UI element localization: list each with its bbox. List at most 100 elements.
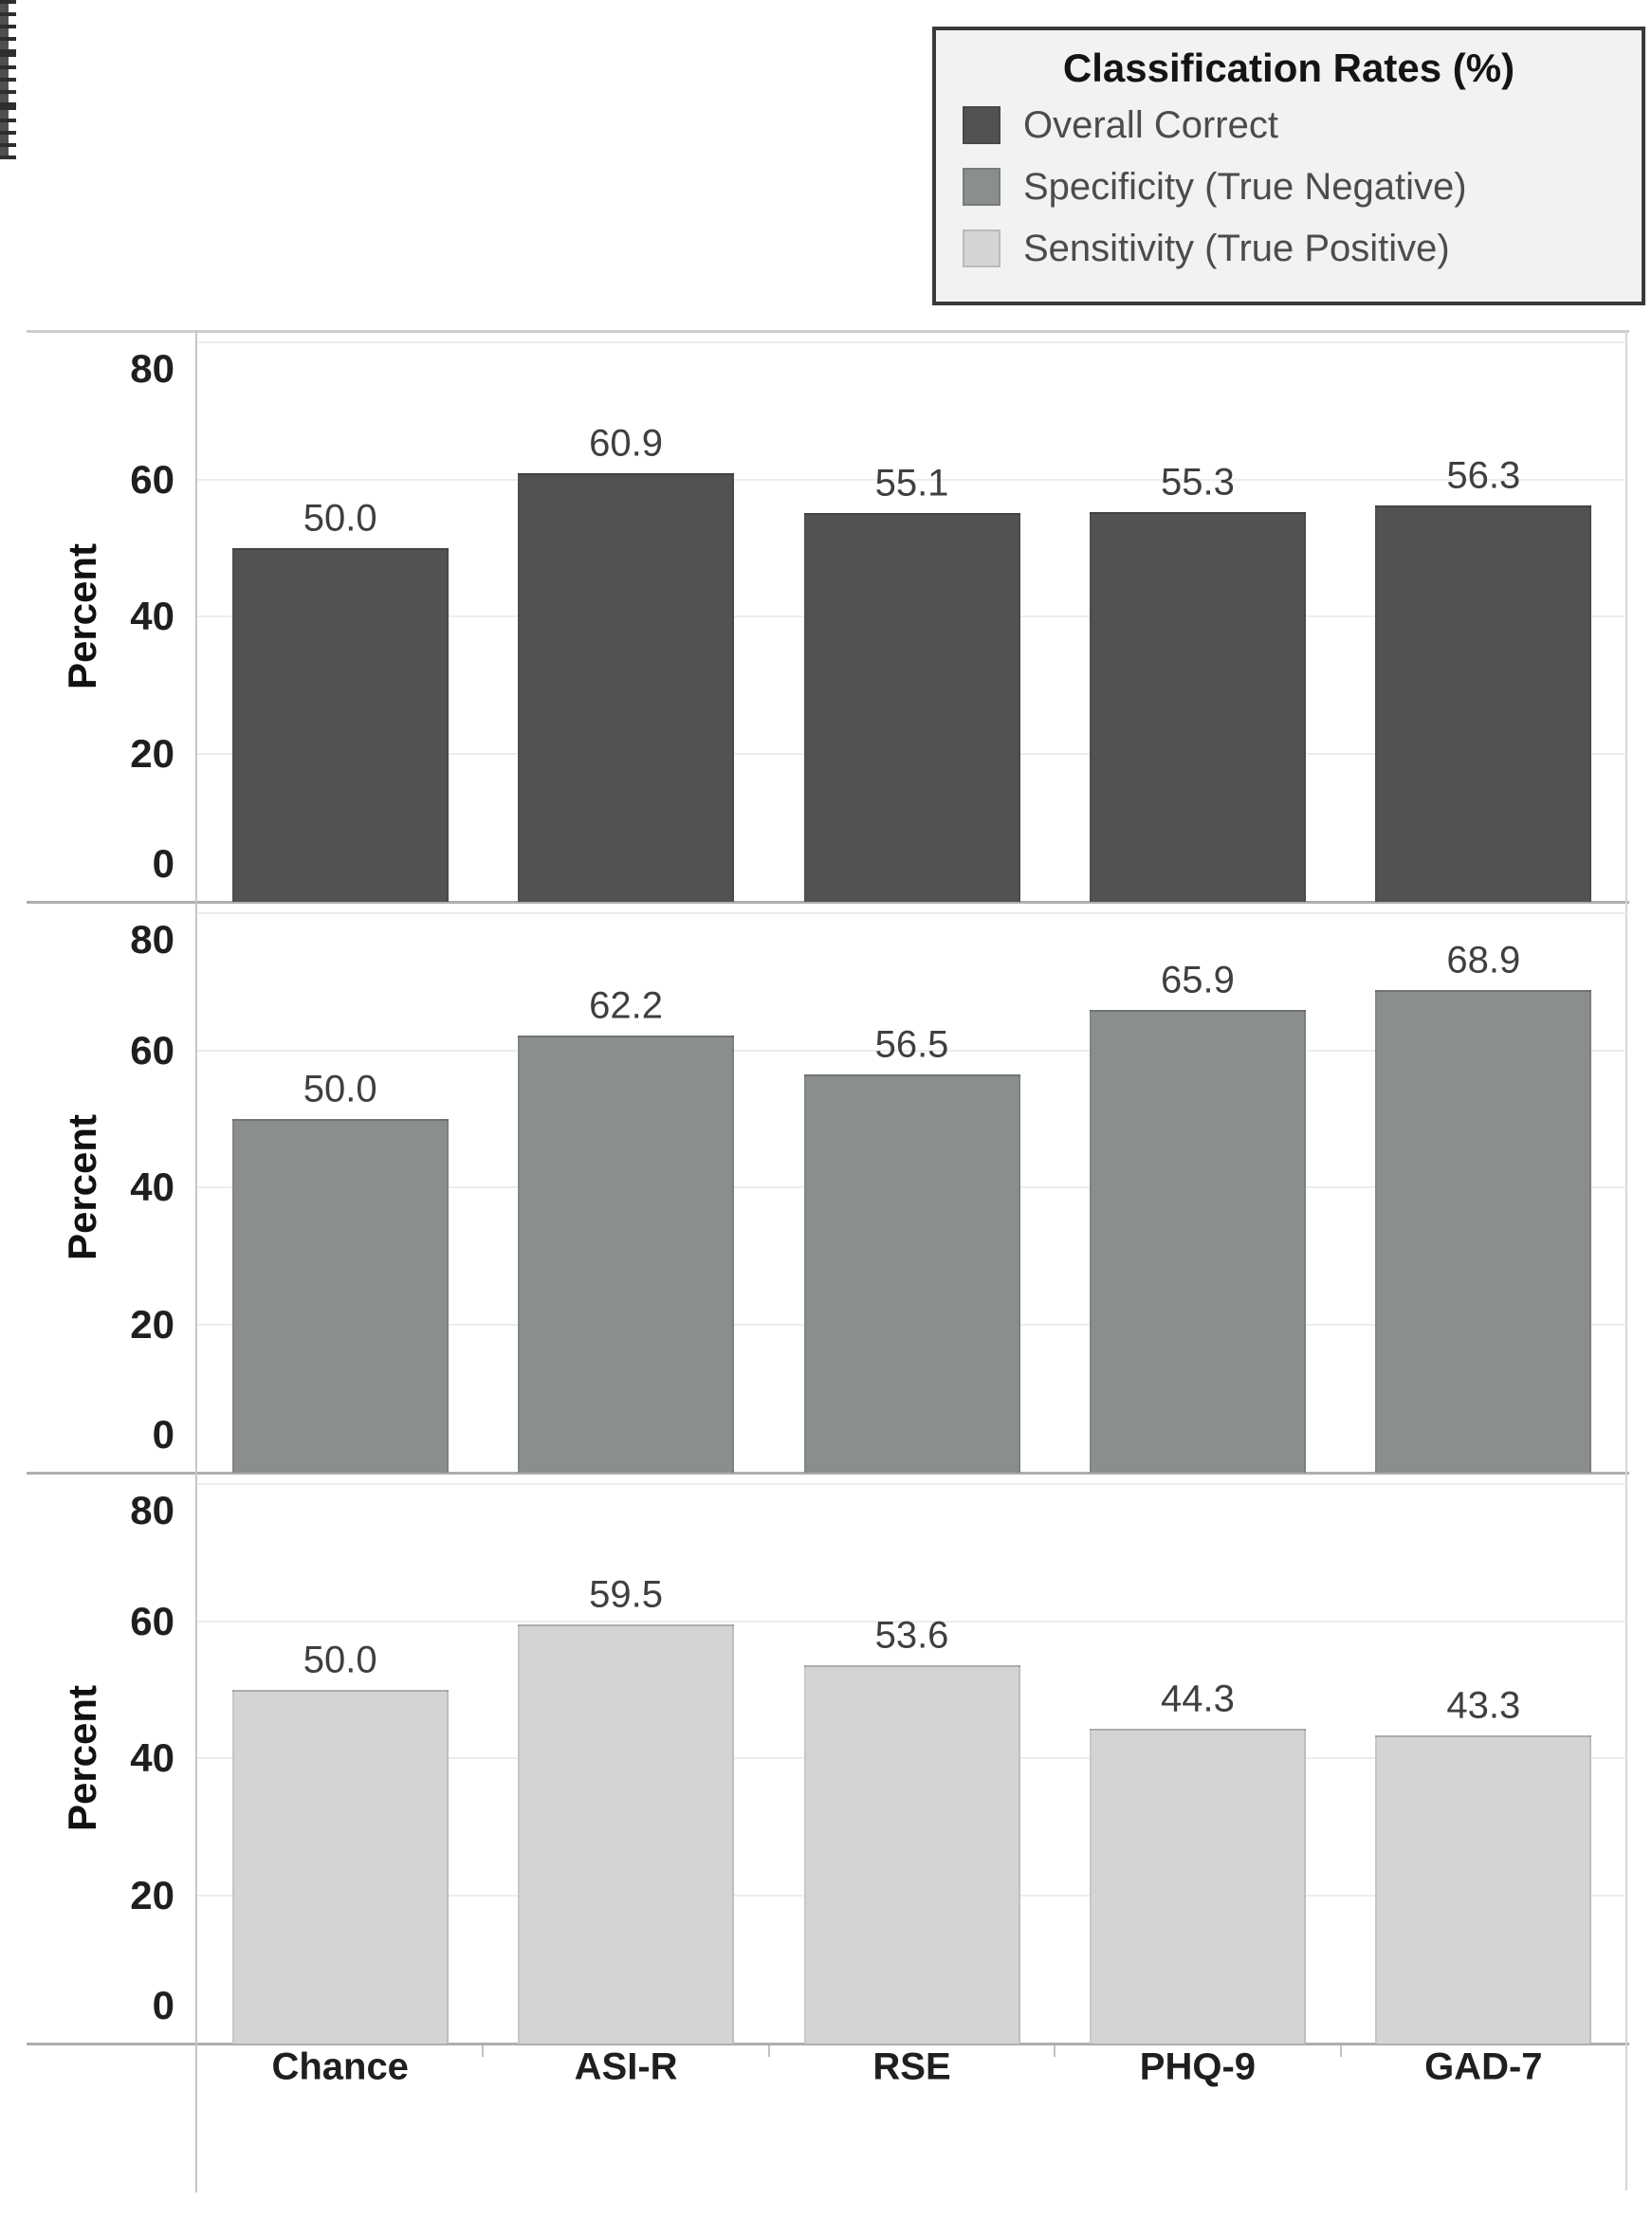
y-minor-tick [0, 34, 9, 37]
y-major-tick [0, 143, 16, 147]
y-minor-tick [0, 16, 9, 19]
y-minor-tick [0, 9, 9, 12]
legend-swatch-specificity-true-negative [963, 168, 1000, 206]
y-minor-tick [0, 7, 9, 9]
panel-overall-correct: 50.0 60.9 55.1 55.3 56.3 0 20 40 60 80 Percent [0, 0, 1652, 902]
bar-gad-7 [1375, 989, 1592, 1473]
y-minor-tick [0, 87, 9, 90]
y-major-tick [0, 49, 16, 53]
panel-separator [27, 2043, 1629, 2045]
y-minor-tick [0, 22, 9, 25]
y-tick-label: 80 [130, 346, 174, 391]
y-minor-tick [0, 60, 9, 63]
y-major-tick [0, 37, 16, 41]
y-tick-label: 80 [130, 917, 174, 962]
y-minor-tick [0, 75, 9, 78]
x-axis-label-phq-9: PHQ-9 [1139, 2045, 1257, 2088]
y-tick-label: 40 [130, 1735, 174, 1781]
legend-item-sensitivity-true-positive: Sensitivity (True Positive) [936, 218, 1642, 279]
bar-chance [231, 548, 449, 902]
y-major-tick [0, 131, 16, 135]
y-major-tick [0, 106, 16, 110]
gridline [197, 1483, 1626, 1486]
x-axis-tick [767, 2045, 770, 2057]
bar-value-label: 62.2 [589, 984, 664, 1027]
y-minor-tick [0, 100, 9, 102]
bar-asi-r [518, 1624, 735, 2044]
y-axis-title: Percent [60, 1113, 104, 1261]
y-minor-tick [0, 97, 9, 100]
y-minor-tick [0, 44, 9, 46]
y-minor-tick [0, 122, 9, 125]
y-major-tick [0, 0, 16, 4]
bar-rse [803, 1665, 1020, 2044]
y-major-tick [0, 53, 16, 57]
bar-phq-9 [1089, 1729, 1306, 2044]
panel-sensitivity-true-positive: 50.0 59.5 53.6 44.3 43.3 0 20 40 60 80 Percent [0, 106, 1652, 2044]
y-major-tick [0, 102, 16, 106]
legend-title: Classification Rates (%) [1062, 46, 1515, 90]
y-minor-tick [0, 94, 9, 97]
y-axis-line [195, 331, 197, 2192]
y-minor-tick [0, 31, 9, 34]
legend-item-label: Specificity (True Negative) [1023, 166, 1467, 208]
bar-gad-7 [1375, 504, 1592, 902]
y-minor-tick [0, 147, 9, 150]
legend-swatch-overall-correct [963, 106, 1000, 144]
bar-rse [803, 1074, 1020, 1473]
y-tick-label: 60 [130, 1027, 174, 1073]
x-axis-label-chance: Chance [271, 2045, 409, 2088]
legend-swatch-sensitivity-true-positive [963, 229, 1000, 267]
legend: Classification Rates (%) Overall Correct… [932, 27, 1645, 305]
legend-item-specificity-true-negative: Specificity (True Negative) [936, 156, 1642, 217]
gridline [197, 1620, 1626, 1623]
y-tick-label: 20 [130, 1872, 174, 1917]
y-minor-tick [0, 110, 9, 113]
legend-item-label: Overall Correct [1023, 104, 1278, 146]
y-tick-label: 20 [130, 730, 174, 776]
bar-asi-r [518, 1035, 735, 1473]
x-axis-tick [1339, 2045, 1342, 2057]
legend-item-overall-correct: Overall Correct [936, 95, 1642, 156]
y-major-tick [0, 119, 16, 122]
y-tick-label: 20 [130, 1301, 174, 1347]
y-tick-label: 0 [152, 841, 174, 886]
y-minor-tick [0, 46, 9, 49]
bar-chance [231, 1690, 449, 2044]
y-axis-title: Percent [60, 542, 104, 690]
y-tick-label: 0 [152, 1983, 174, 2027]
y-major-tick [0, 65, 16, 69]
y-minor-tick [0, 63, 9, 65]
panel-specificity-true-negative: 50.0 62.2 56.5 65.9 68.9 0 20 40 60 80 Percent [0, 53, 1652, 1473]
y-tick-label: 40 [130, 594, 174, 639]
y-minor-tick [0, 82, 9, 84]
legend-item-label: Sensitivity (True Positive) [1023, 228, 1450, 269]
y-minor-tick [0, 128, 9, 131]
y-major-tick [0, 78, 16, 82]
pane-right-border [1625, 331, 1627, 2191]
x-axis-label-asi-r: ASI-R [574, 2045, 678, 2088]
bar-value-label: 43.3 [1446, 1684, 1521, 1727]
bar-chance [231, 1119, 449, 1473]
bar-value-label: 55.1 [874, 462, 949, 504]
y-minor-tick [0, 125, 9, 128]
bar-value-label: 68.9 [1446, 939, 1521, 981]
y-tick-label: 40 [130, 1165, 174, 1210]
y-minor-tick [0, 135, 9, 138]
y-tick-label: 80 [130, 1488, 174, 1532]
y-minor-tick [0, 116, 9, 119]
bar-value-label: 50.0 [303, 1068, 377, 1110]
bar-value-label: 65.9 [1160, 959, 1235, 1001]
bar-rse [803, 513, 1020, 902]
x-axis-label-rse: RSE [872, 2045, 951, 2088]
y-minor-tick [0, 41, 9, 44]
y-tick-label: 60 [130, 456, 174, 502]
gridline [197, 912, 1626, 915]
y-minor-tick [0, 72, 9, 75]
gridline [197, 1049, 1626, 1052]
y-major-tick [0, 90, 16, 94]
bar-asi-r [518, 473, 735, 902]
x-axis-label-gad-7: GAD-7 [1424, 2045, 1543, 2088]
y-minor-tick [0, 57, 9, 60]
